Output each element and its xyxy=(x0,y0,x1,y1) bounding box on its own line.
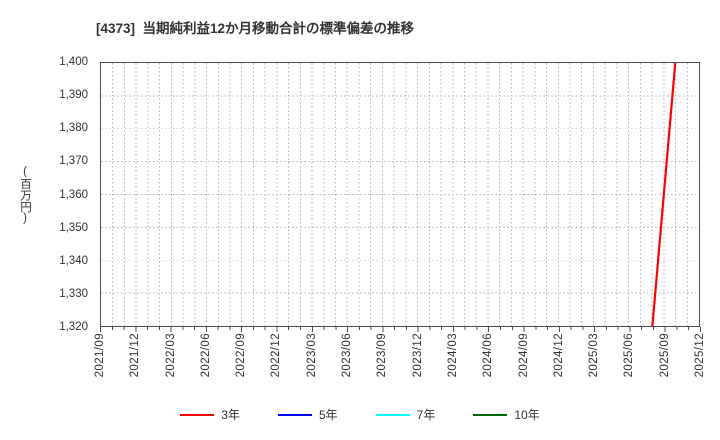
x-axis-tick-label: 2025/06 xyxy=(623,333,636,378)
y-axis-tick-label: 1,400 xyxy=(59,56,88,68)
legend-item-7年[interactable]: 7年 xyxy=(375,406,436,423)
legend-swatch-icon xyxy=(277,413,312,416)
legend-item-10年[interactable]: 10年 xyxy=(473,406,540,423)
legend-swatch-icon xyxy=(180,413,215,416)
gridlines xyxy=(101,63,699,326)
x-axis-tick-label: 2024/12 xyxy=(552,333,565,378)
y-axis-tick-label: 1,380 xyxy=(59,122,88,135)
x-axis-tick-label: 2023/06 xyxy=(341,333,354,378)
x-axis-tick-label: 2021/12 xyxy=(129,333,142,378)
y-axis-tick-label: 1,360 xyxy=(59,188,88,201)
legend-label: 5年 xyxy=(318,408,338,422)
chart-legend: 3年 5年 7年 10年 xyxy=(0,406,720,423)
y-axis-tick-label: 1,390 xyxy=(59,89,88,102)
legend-swatch-icon xyxy=(375,413,410,416)
x-axis-tick-label: 2025/03 xyxy=(588,333,601,378)
y-axis-unit-label: (百万円) xyxy=(19,166,31,225)
plot-area xyxy=(100,62,700,327)
x-axis-tick-label: 2022/06 xyxy=(199,333,212,378)
x-axis-tick-label: 2025/09 xyxy=(658,333,671,378)
legend-swatch-icon xyxy=(473,413,508,416)
series-line-0 xyxy=(651,63,677,326)
y-axis-tick-label: 1,370 xyxy=(59,155,88,168)
y-axis-tick-labels: 1,400 1,390 1,380 1,370 1,360 1,350 1,340 1,330… xyxy=(0,0,94,440)
x-axis-tick-label: 2025/12 xyxy=(694,333,706,378)
legend-label: 3年 xyxy=(221,408,240,422)
page-title: [4373] 当期純利益12か月移動合計の標準偏差の推移 xyxy=(96,21,415,36)
x-axis-tick-label: 2023/09 xyxy=(376,333,389,378)
legend-label: 7年 xyxy=(416,408,436,422)
legend-label: 10年 xyxy=(514,408,540,422)
legend-item-3年[interactable]: 3年 xyxy=(180,406,240,423)
x-axis-tick-label: 2022/03 xyxy=(164,333,177,378)
series-lines xyxy=(651,63,677,326)
x-axis-tick-label: 2022/09 xyxy=(235,333,248,378)
x-axis-tick-label: 2021/09 xyxy=(94,333,106,378)
x-axis-tick-label: 2024/09 xyxy=(517,333,530,378)
y-axis-tick-label: 1,340 xyxy=(59,254,88,267)
y-axis-tick-label: 1,330 xyxy=(59,287,88,300)
x-axis-tick-label: 2024/03 xyxy=(446,333,459,378)
y-axis-tick-label: 1,320 xyxy=(59,321,88,333)
legend-item-5年[interactable]: 5年 xyxy=(277,406,338,423)
x-axis-tick-label: 2024/06 xyxy=(482,333,495,378)
axis-ticks xyxy=(100,327,701,332)
x-axis-tick-label: 2023/03 xyxy=(305,333,318,378)
x-axis-tick-label: 2022/12 xyxy=(270,333,283,378)
y-axis-tick-label: 1,350 xyxy=(59,221,88,234)
x-axis-tick-label: 2023/12 xyxy=(411,333,424,378)
